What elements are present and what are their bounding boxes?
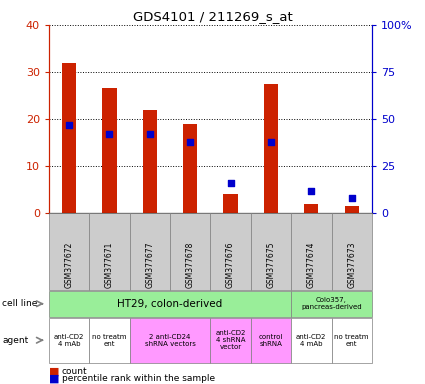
Text: GDS4101 / 211269_s_at: GDS4101 / 211269_s_at (133, 10, 292, 23)
Bar (62, 63, 76, 213)
Bar (183, 124, 197, 213)
Text: GSM377676: GSM377676 (226, 242, 235, 288)
Point (267, 139, 274, 145)
Text: GSM377678: GSM377678 (186, 242, 195, 288)
Bar (264, 84, 278, 213)
Text: HT29, colon-derived: HT29, colon-derived (117, 299, 223, 309)
Bar (224, 194, 238, 213)
Text: GSM377675: GSM377675 (266, 242, 275, 288)
Point (187, 139, 193, 145)
Point (348, 195, 355, 201)
Text: GSM377671: GSM377671 (105, 242, 114, 288)
Text: agent: agent (2, 336, 28, 345)
Text: no treatm
ent: no treatm ent (92, 334, 127, 347)
Text: anti-CD2
4 mAb: anti-CD2 4 mAb (296, 334, 326, 347)
Text: ■: ■ (49, 366, 60, 376)
Text: no treatm
ent: no treatm ent (334, 334, 369, 347)
Point (106, 131, 113, 137)
Text: percentile rank within the sample: percentile rank within the sample (62, 374, 215, 383)
Point (65, 122, 72, 128)
Text: control
shRNA: control shRNA (259, 334, 283, 347)
Point (227, 180, 234, 186)
Text: GSM377673: GSM377673 (347, 242, 356, 288)
Text: GSM377674: GSM377674 (307, 242, 316, 288)
Text: Colo357,
pancreas-derived: Colo357, pancreas-derived (301, 297, 362, 310)
Point (146, 131, 153, 137)
Text: GSM377677: GSM377677 (145, 242, 154, 288)
Point (308, 187, 314, 194)
Bar (143, 110, 157, 213)
Text: 2 anti-CD24
shRNA vectors: 2 anti-CD24 shRNA vectors (144, 334, 196, 347)
Text: anti-CD2
4 mAb: anti-CD2 4 mAb (54, 334, 84, 347)
Text: cell line: cell line (2, 299, 37, 308)
Bar (102, 88, 116, 213)
Bar (304, 204, 318, 213)
Text: count: count (62, 367, 87, 376)
Text: anti-CD2
4 shRNA
vector: anti-CD2 4 shRNA vector (215, 330, 246, 350)
Text: GSM377672: GSM377672 (65, 242, 74, 288)
Text: ■: ■ (49, 373, 60, 383)
Bar (345, 206, 359, 213)
